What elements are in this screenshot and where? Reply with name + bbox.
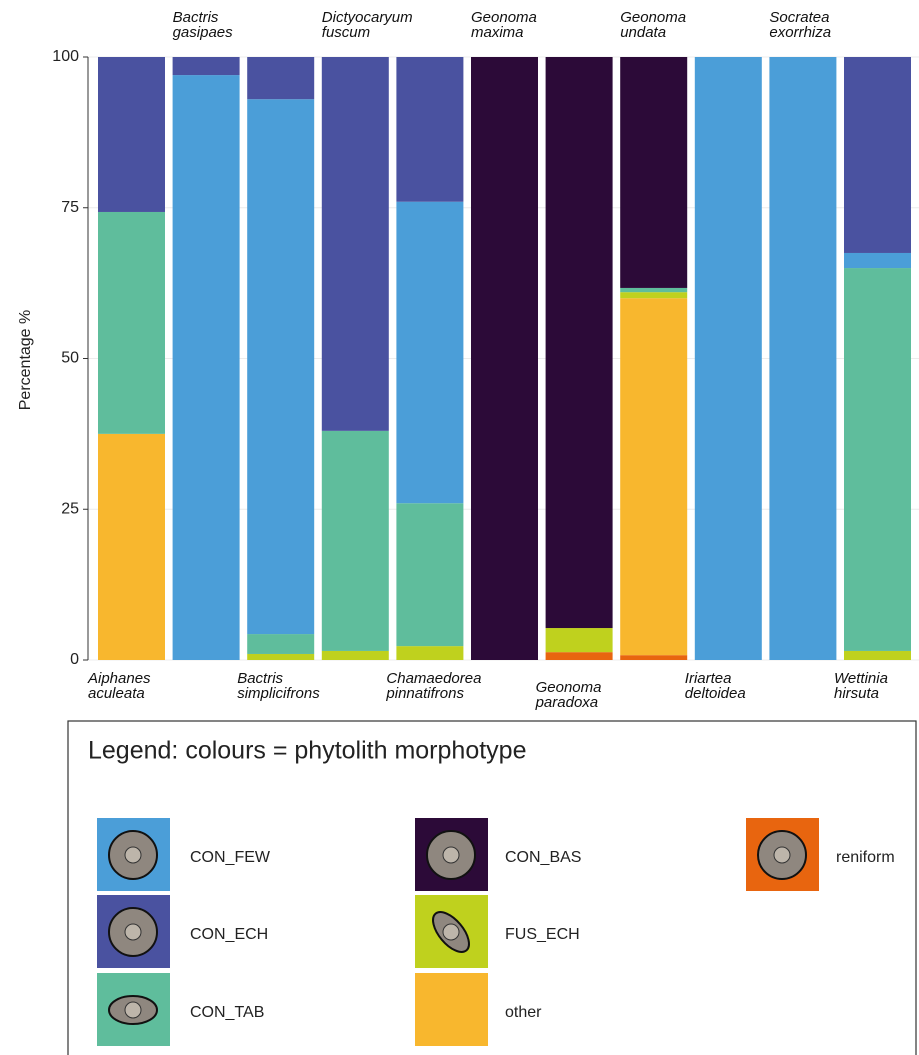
bar-segment — [247, 99, 314, 634]
bar-segment — [546, 652, 613, 660]
bar-segment — [620, 655, 687, 660]
x-tick-label: Dictyocaryum fuscum — [322, 10, 413, 40]
x-tick-label: Aiphanes aculeata — [88, 671, 151, 701]
bar-segment — [247, 654, 314, 660]
x-tick-label: Iriartea deltoidea — [685, 671, 746, 701]
bar-segment — [844, 57, 911, 253]
legend-icon-detail — [125, 847, 141, 863]
legend-title: Legend: colours = phytolith morphotype — [88, 737, 526, 765]
legend-label: reniform — [836, 849, 895, 866]
y-tick-label: 25 — [61, 500, 79, 517]
legend-label: CON_FEW — [190, 849, 271, 866]
bar-segment — [98, 212, 165, 434]
page: Percentage % Legend: colours = phytolith… — [0, 0, 919, 1055]
legend-label: FUS_ECH — [505, 926, 580, 943]
bar-segment — [769, 57, 836, 660]
x-tick-label: Geonoma undata — [620, 10, 686, 40]
bar-segment — [247, 57, 314, 99]
bar-segment — [844, 651, 911, 660]
legend-icon-detail — [125, 1002, 141, 1018]
chart: Percentage % Legend: colours = phytolith… — [0, 0, 919, 1055]
bar-segment — [98, 57, 165, 212]
bar-segment — [471, 57, 538, 660]
bar-segment — [396, 57, 463, 202]
bar-segment — [247, 634, 314, 654]
y-tick-label: 75 — [61, 199, 79, 216]
legend-icon-detail — [125, 924, 141, 940]
bar-segment — [322, 431, 389, 651]
x-tick-label: Socratea exorrhiza — [769, 10, 831, 40]
legend-label: CON_ECH — [190, 926, 268, 943]
bar-segment — [695, 57, 762, 660]
bar-segment — [620, 288, 687, 292]
legend-icon-detail — [443, 847, 459, 863]
bar-segment — [620, 57, 687, 288]
y-tick-label: 0 — [70, 651, 79, 668]
bar-segment — [173, 57, 240, 75]
bar-segment — [546, 57, 613, 628]
y-tick-label: 100 — [52, 48, 79, 65]
x-tick-label: Bactris gasipaes — [173, 10, 233, 40]
legend-swatch — [415, 973, 488, 1046]
bar-segment — [173, 75, 240, 660]
bar-segment — [546, 628, 613, 652]
bar-segment — [98, 434, 165, 660]
legend-icon-detail — [774, 847, 790, 863]
legend-label: other — [505, 1004, 542, 1021]
bar-segment — [844, 253, 911, 268]
y-tick-label: 50 — [61, 350, 79, 367]
bar-segment — [620, 298, 687, 655]
bar-segment — [396, 503, 463, 646]
bar-segment — [322, 651, 389, 660]
legend-icon-detail — [443, 924, 459, 940]
bar-segment — [620, 292, 687, 298]
bar-segment — [322, 57, 389, 431]
legend-label: CON_BAS — [505, 849, 581, 866]
bar-segment — [396, 202, 463, 504]
x-tick-label: Wettinia hirsuta — [834, 671, 888, 701]
x-tick-label: Geonoma maxima — [471, 10, 537, 40]
bar-segment — [844, 268, 911, 651]
x-tick-label: Chamaedorea pinnatifrons — [386, 671, 481, 701]
bar-segment — [396, 646, 463, 660]
x-tick-label: Bactris simplicifrons — [237, 671, 320, 701]
legend-label: CON_TAB — [190, 1004, 264, 1021]
y-axis-label: Percentage % — [17, 310, 34, 411]
x-tick-label: Geonoma paradoxa — [536, 680, 602, 710]
